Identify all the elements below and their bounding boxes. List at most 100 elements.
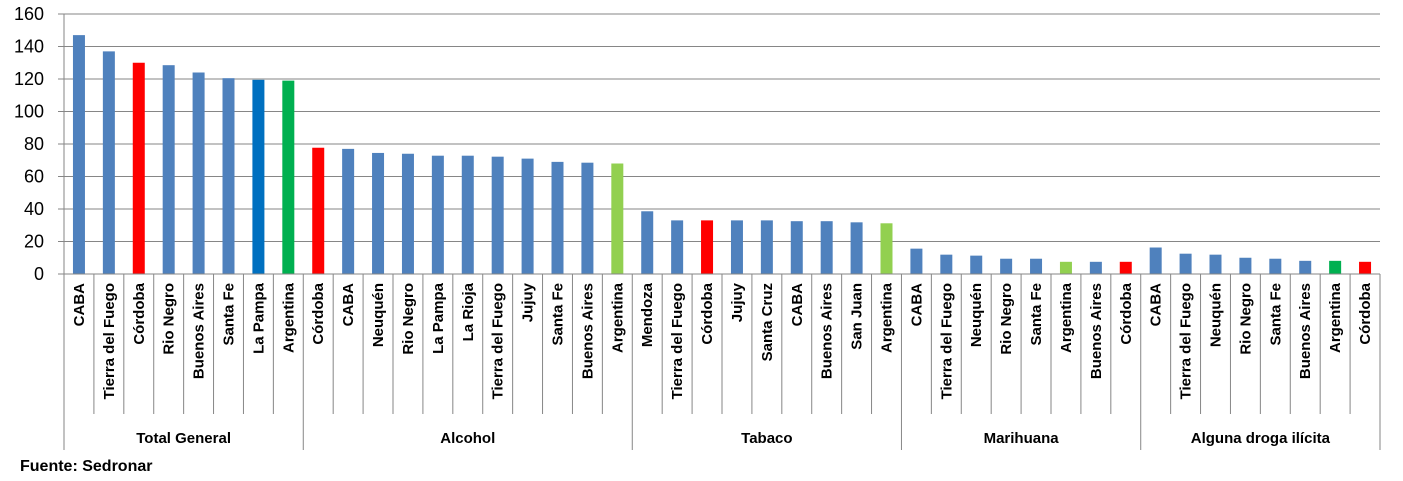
bar	[312, 147, 325, 274]
category-label: Neuquén	[1208, 283, 1225, 347]
category-label: Argentina	[879, 282, 896, 353]
bar	[790, 221, 803, 274]
bar	[102, 51, 115, 274]
category-label: Mendoza	[639, 282, 656, 347]
bar	[1179, 253, 1192, 274]
bar	[1209, 254, 1222, 274]
category-label: La Pampa	[250, 282, 267, 354]
category-label: Buenos Aires	[191, 283, 208, 379]
bar	[222, 78, 235, 274]
bar	[401, 153, 414, 274]
category-label: CABA	[789, 283, 806, 326]
bar	[1059, 261, 1072, 274]
category-label: Rio Negro	[400, 283, 417, 355]
category-label: La Rioja	[460, 282, 477, 341]
category-label: Rio Negro	[161, 283, 178, 355]
bar	[282, 80, 295, 274]
bars	[72, 35, 1372, 274]
category-label: CABA	[1148, 283, 1165, 326]
category-label: Argentina	[1327, 282, 1344, 353]
bar	[641, 211, 654, 274]
category-label: Santa Fe	[1267, 283, 1284, 346]
bar	[551, 161, 564, 274]
bar	[671, 220, 684, 274]
group-label: Alcohol	[440, 430, 495, 447]
y-tick-label: 20	[24, 232, 44, 252]
group-label: Total General	[136, 430, 231, 447]
bar	[1000, 258, 1013, 274]
category-label: Argentina	[1058, 282, 1075, 353]
bar	[1119, 261, 1132, 274]
bar	[132, 62, 145, 274]
y-tick-label: 120	[14, 69, 44, 89]
category-label: Argentina	[609, 282, 626, 353]
category-label: Santa Fe	[550, 283, 567, 346]
x-axis: CABA Tierra del Fuego Córdoba Rio Negro Buen…	[63, 273, 1381, 450]
bar	[1089, 261, 1102, 274]
category-label: Argentina	[280, 282, 297, 353]
bar	[910, 248, 923, 274]
bar	[1329, 260, 1342, 274]
category-label: Córdoba	[699, 282, 716, 344]
y-tick-label: 140	[14, 37, 44, 57]
group-label: Tabaco	[741, 430, 792, 447]
category-label: Rio Negro	[1237, 283, 1254, 355]
category-label: Córdoba	[131, 282, 148, 344]
category-label: Tierra del Fuego	[101, 283, 118, 399]
bar	[252, 79, 265, 274]
category-label: Neuquén	[968, 283, 985, 347]
category-label: Buenos Aires	[579, 283, 596, 379]
bar	[581, 162, 594, 274]
bar	[880, 223, 893, 274]
y-tick-label: 100	[14, 102, 44, 122]
category-label: Santa Fe	[1028, 283, 1045, 346]
category-label: Buenos Aires	[819, 283, 836, 379]
bar	[760, 220, 773, 274]
y-tick-label: 160	[14, 4, 44, 24]
category-label: Buenos Aires	[1297, 283, 1314, 379]
bar	[730, 220, 743, 274]
category-label: Córdoba	[1357, 282, 1374, 344]
bar	[970, 255, 983, 274]
gridlines	[58, 13, 1380, 275]
y-tick-label: 60	[24, 167, 44, 187]
bar	[372, 152, 385, 274]
category-label: CABA	[908, 283, 925, 326]
bar	[491, 156, 504, 274]
category-label: Buenos Aires	[1088, 283, 1105, 379]
bar	[850, 222, 863, 274]
bar	[461, 155, 474, 274]
category-label: La Pampa	[430, 282, 447, 354]
bar	[431, 155, 444, 274]
bar	[611, 163, 624, 274]
y-tick-label: 40	[24, 199, 44, 219]
y-tick-label: 80	[24, 134, 44, 154]
category-label: Jujuy	[729, 282, 746, 322]
category-label: Tierra del Fuego	[490, 283, 507, 399]
category-label: Jujuy	[520, 282, 537, 322]
category-label: Rio Negro	[998, 283, 1015, 355]
bar	[1299, 260, 1312, 274]
y-tick-label: 0	[34, 264, 44, 284]
bar	[162, 65, 175, 274]
category-label: Tierra del Fuego	[669, 283, 686, 399]
category-label: Santa Fe	[221, 283, 238, 346]
category-label: San Juan	[849, 283, 866, 350]
bar	[521, 158, 534, 274]
bar	[820, 221, 833, 274]
source-note: Fuente: Sedronar	[20, 458, 153, 475]
bar	[72, 35, 85, 274]
y-axis: 0 20 40 60 80 100 120 140 160	[14, 4, 65, 284]
bar	[1359, 261, 1372, 274]
bar	[701, 220, 714, 274]
category-label: Tierra del Fuego	[938, 283, 955, 399]
bar	[940, 254, 953, 274]
category-label: Neuquén	[370, 283, 387, 347]
bar	[1239, 257, 1252, 274]
category-label: Córdoba	[1118, 282, 1135, 344]
category-label: CABA	[71, 283, 88, 326]
category-label: Santa Cruz	[759, 283, 776, 361]
bar	[1269, 258, 1282, 274]
category-label: Tierra del Fuego	[1178, 283, 1195, 399]
